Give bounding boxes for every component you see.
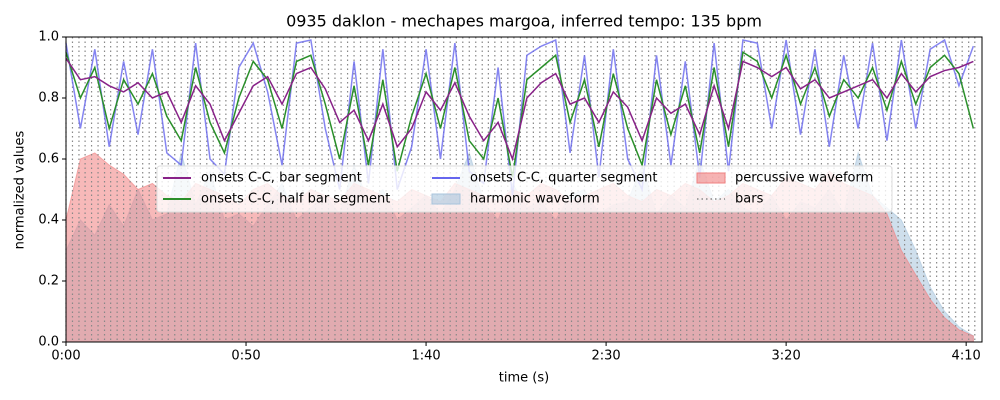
x-tick-label: 0:50 — [231, 349, 260, 364]
legend-swatch — [431, 193, 461, 205]
y-tick-label: 0.6 — [38, 152, 59, 167]
legend-label: onsets C-C, quarter segment — [470, 171, 657, 186]
onset-line — [65, 57, 974, 162]
y-axis-label: normalized values — [13, 130, 28, 249]
y-tick-label: 0.8 — [38, 91, 59, 106]
x-tick-label: 4:10 — [952, 349, 981, 364]
legend-label: harmonic waveform — [470, 192, 600, 207]
x-tick-label: 3:20 — [772, 349, 801, 364]
x-tick-label: 1:40 — [411, 349, 440, 364]
legend-label: onsets C-C, bar segment — [201, 171, 362, 186]
onset-line — [65, 51, 975, 178]
x-axis-label: time (s) — [499, 371, 549, 386]
x-tick-label: 0:00 — [51, 349, 80, 364]
y-tick-label: 0.4 — [38, 213, 59, 228]
y-tick-label: 0.0 — [38, 335, 59, 350]
legend-label: percussive waveform — [735, 171, 873, 186]
legend-swatch — [696, 172, 726, 184]
chart-title: 0935 daklon - mechapes margoa, inferred … — [286, 12, 762, 31]
y-tick-label: 0.2 — [38, 274, 59, 289]
plot-frame — [65, 36, 983, 343]
x-tick-label: 2:30 — [591, 349, 620, 364]
legend-label: bars — [735, 192, 764, 207]
legend-label: onsets C-C, half bar segment — [201, 192, 390, 207]
y-tick-label: 1.0 — [38, 30, 59, 45]
